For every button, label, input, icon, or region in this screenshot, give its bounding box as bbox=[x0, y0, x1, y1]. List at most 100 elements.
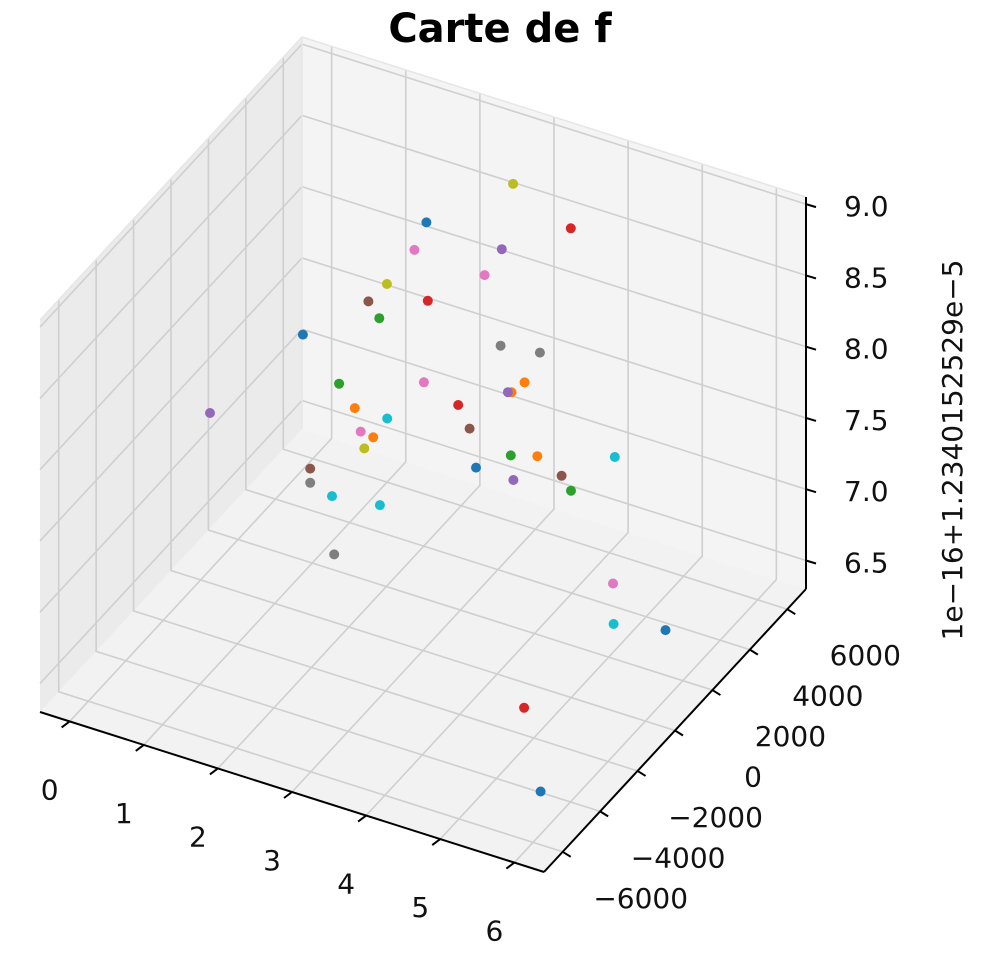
scatter-point bbox=[334, 378, 345, 389]
scatter-point bbox=[535, 786, 546, 797]
scatter-point bbox=[363, 296, 374, 307]
grid-line-x bbox=[439, 164, 704, 840]
z-tick-label: 8.0 bbox=[844, 333, 889, 366]
z-tick bbox=[805, 203, 817, 209]
scatter-point bbox=[519, 702, 530, 713]
y-tick bbox=[674, 729, 684, 737]
scatter-point bbox=[382, 413, 393, 424]
z-tick bbox=[805, 274, 817, 280]
scatter-point bbox=[374, 313, 385, 324]
y-tick bbox=[599, 810, 609, 818]
x-tick bbox=[61, 720, 71, 729]
scatter-point bbox=[502, 387, 513, 398]
grid-line-x bbox=[69, 46, 333, 722]
scatter-point bbox=[471, 462, 481, 473]
scatter-point bbox=[565, 223, 576, 234]
y-tick-label: −6000 bbox=[593, 882, 688, 915]
x-tick-label: 5 bbox=[411, 891, 429, 924]
scatter-point bbox=[422, 295, 433, 306]
z-tick bbox=[805, 416, 817, 422]
grid-line-y bbox=[207, 138, 713, 691]
grid-line-x bbox=[365, 140, 629, 817]
scatter-point bbox=[297, 329, 308, 340]
scatter-point bbox=[608, 619, 619, 629]
scatter-point bbox=[453, 400, 464, 410]
y-tick bbox=[749, 648, 759, 656]
z-tick-label: 8.5 bbox=[844, 261, 889, 294]
grid-lines bbox=[39, 36, 807, 864]
x-tick bbox=[283, 791, 293, 799]
scatter-point bbox=[609, 452, 620, 462]
scatter-points bbox=[205, 178, 671, 797]
scatter-point bbox=[508, 178, 519, 189]
axis-panes bbox=[40, 37, 806, 872]
scatter-point bbox=[409, 244, 420, 255]
y-tick bbox=[711, 689, 721, 696]
scatter-point bbox=[464, 423, 475, 434]
grid-line-y bbox=[57, 299, 563, 853]
grid-line-y bbox=[245, 97, 751, 651]
scatter-point bbox=[519, 377, 530, 388]
z-tick-label: 9.0 bbox=[844, 190, 889, 223]
y-tick-label: 2000 bbox=[755, 720, 826, 753]
scatter-point bbox=[359, 443, 370, 454]
x-tick-label: 4 bbox=[337, 868, 355, 901]
scatter-point bbox=[556, 470, 567, 481]
y-tick-label: 0 bbox=[744, 761, 762, 794]
x-tick-label: 2 bbox=[189, 820, 207, 853]
scatter-point bbox=[532, 451, 543, 462]
x-tick bbox=[431, 838, 441, 846]
z-tick bbox=[805, 345, 817, 351]
grid-line-x bbox=[513, 187, 778, 864]
tick-labels: 0 1 2 3 4 5 6 −6000 −4000 −2000 0 2000 4000 6000 6.5 7.… bbox=[41, 190, 969, 947]
scatter-point bbox=[418, 377, 429, 388]
y-tick-label: −4000 bbox=[631, 841, 726, 874]
grid-line-y bbox=[132, 218, 638, 772]
z-tick-label: 7.0 bbox=[844, 475, 889, 508]
scatter-point bbox=[505, 450, 516, 461]
scatter-point bbox=[368, 432, 379, 443]
scatter-point bbox=[496, 244, 507, 255]
scatter-point bbox=[205, 408, 215, 418]
x-tick bbox=[357, 814, 367, 823]
scatter-point bbox=[508, 475, 519, 485]
x-tick bbox=[135, 744, 145, 752]
x-tick bbox=[209, 767, 219, 776]
scatter-point bbox=[349, 403, 360, 414]
scatter-point bbox=[374, 500, 385, 511]
grid-line-y bbox=[282, 57, 788, 610]
scatter-point bbox=[660, 625, 671, 636]
x-tick-label: 1 bbox=[115, 797, 133, 830]
z-tick-label: 6.5 bbox=[844, 546, 889, 579]
scatter-point bbox=[329, 549, 340, 560]
grid-line-x bbox=[143, 69, 407, 746]
scatter-point bbox=[566, 485, 576, 496]
scatter-point bbox=[305, 477, 316, 488]
scatter-point bbox=[381, 279, 392, 289]
x-tick-label: 0 bbox=[41, 773, 59, 806]
scatter-point bbox=[534, 347, 545, 358]
scatter-point bbox=[495, 340, 506, 351]
scatter-point bbox=[327, 491, 337, 502]
z-tick bbox=[805, 559, 817, 565]
scatter-point bbox=[421, 217, 432, 228]
grid-line-x bbox=[217, 93, 481, 770]
x-tick-label: 6 bbox=[485, 915, 503, 948]
grid-line-x bbox=[291, 117, 555, 793]
y-tick-label: 6000 bbox=[830, 639, 901, 672]
grid-line-y bbox=[170, 178, 676, 732]
scatter-point bbox=[305, 463, 316, 474]
y-tick-label: 4000 bbox=[792, 680, 863, 713]
z-offset-label: 1e−16+1.2340152529e−5 bbox=[936, 260, 969, 641]
scatter-point bbox=[479, 270, 490, 281]
grid-line-y bbox=[95, 259, 601, 813]
x-tick-label: 3 bbox=[263, 844, 281, 877]
axis-lines bbox=[39, 197, 817, 873]
x-tick bbox=[505, 861, 515, 870]
y-tick bbox=[637, 770, 647, 777]
chart-title: Carte de f bbox=[388, 6, 612, 52]
y-tick bbox=[562, 850, 572, 858]
y-tick bbox=[786, 608, 796, 616]
z-tick-label: 7.5 bbox=[844, 404, 889, 437]
